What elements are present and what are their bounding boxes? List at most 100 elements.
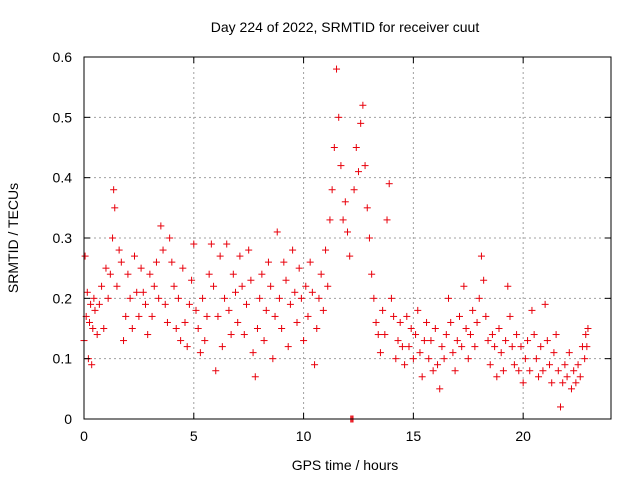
data-point <box>135 312 143 320</box>
data-point <box>185 300 193 308</box>
data-point <box>539 367 547 375</box>
data-point <box>381 331 389 339</box>
data-point <box>201 337 209 345</box>
data-point <box>124 270 132 278</box>
data-point <box>412 331 420 339</box>
x-tick-label: 0 <box>80 428 88 444</box>
data-point <box>247 276 255 284</box>
data-point <box>390 312 398 320</box>
data-point <box>95 300 103 308</box>
data-point <box>205 270 213 278</box>
data-point <box>93 331 101 339</box>
data-point <box>363 204 371 212</box>
data-point <box>269 355 277 363</box>
data-point <box>405 343 413 351</box>
data-point <box>344 228 351 236</box>
data-point <box>126 294 134 302</box>
data-point <box>499 367 507 375</box>
data-point <box>251 373 259 381</box>
data-point <box>278 325 286 332</box>
data-point <box>409 355 417 363</box>
data-point <box>582 331 590 339</box>
data-point <box>98 282 106 290</box>
data-point <box>453 337 461 345</box>
data-point <box>488 331 496 339</box>
data-point <box>157 222 165 230</box>
data-point <box>159 246 167 254</box>
axis-ticks <box>83 56 611 420</box>
data-point <box>423 318 431 326</box>
data-point <box>370 294 378 302</box>
data-point <box>504 282 512 290</box>
data-point <box>510 361 518 369</box>
y-tick-label: 0 <box>64 411 72 427</box>
data-point <box>451 367 459 375</box>
data-point <box>559 379 567 387</box>
data-point <box>236 252 244 260</box>
data-point <box>473 318 481 326</box>
data-point <box>414 306 422 314</box>
data-point <box>170 282 178 290</box>
data-point <box>584 325 592 332</box>
data-points <box>80 65 592 423</box>
data-point <box>546 361 554 369</box>
data-point <box>436 385 444 393</box>
data-point <box>262 306 270 314</box>
data-point <box>104 294 112 302</box>
data-point <box>306 258 314 266</box>
data-point <box>513 331 521 339</box>
data-point <box>141 300 149 308</box>
y-tick-label: 0.4 <box>53 170 73 186</box>
data-point <box>434 361 442 369</box>
data-point <box>238 282 246 290</box>
data-point <box>194 325 202 332</box>
data-point <box>583 343 591 351</box>
data-point <box>440 355 448 363</box>
x-tick-labels: 0 5 10 15 20 <box>80 428 531 444</box>
data-point <box>192 306 200 314</box>
data-point <box>81 252 89 260</box>
data-point <box>291 288 299 296</box>
data-point <box>365 234 373 242</box>
data-point <box>218 343 226 351</box>
data-point <box>416 349 424 357</box>
data-point <box>350 186 358 194</box>
data-point <box>91 306 99 314</box>
data-point <box>120 337 128 345</box>
chart-title: Day 224 of 2022, SRMTID for receiver cuu… <box>211 19 480 35</box>
data-point <box>273 228 281 236</box>
data-point <box>425 355 433 363</box>
data-point <box>581 355 589 363</box>
data-point <box>313 325 321 332</box>
data-point <box>354 168 362 176</box>
data-point <box>280 258 288 266</box>
data-point <box>330 144 338 151</box>
data-point <box>528 306 536 314</box>
data-point <box>308 288 316 296</box>
data-point <box>249 349 257 357</box>
data-point <box>102 264 110 272</box>
data-point <box>337 162 345 170</box>
data-point <box>455 312 463 320</box>
data-point <box>464 355 472 363</box>
data-point <box>449 349 457 357</box>
data-point <box>396 318 404 326</box>
data-point <box>115 246 123 254</box>
data-point <box>552 331 560 339</box>
data-point <box>181 318 189 326</box>
data-point <box>260 337 268 345</box>
data-point <box>315 294 323 302</box>
data-point <box>87 300 95 308</box>
data-point <box>554 367 562 375</box>
data-point <box>190 240 198 248</box>
data-point <box>300 337 308 345</box>
data-point <box>289 246 297 254</box>
data-point <box>267 282 275 290</box>
data-point <box>295 264 303 272</box>
data-point <box>401 361 409 369</box>
data-point <box>532 355 540 363</box>
data-point <box>383 216 391 224</box>
data-point <box>304 312 312 320</box>
data-point <box>374 331 382 339</box>
